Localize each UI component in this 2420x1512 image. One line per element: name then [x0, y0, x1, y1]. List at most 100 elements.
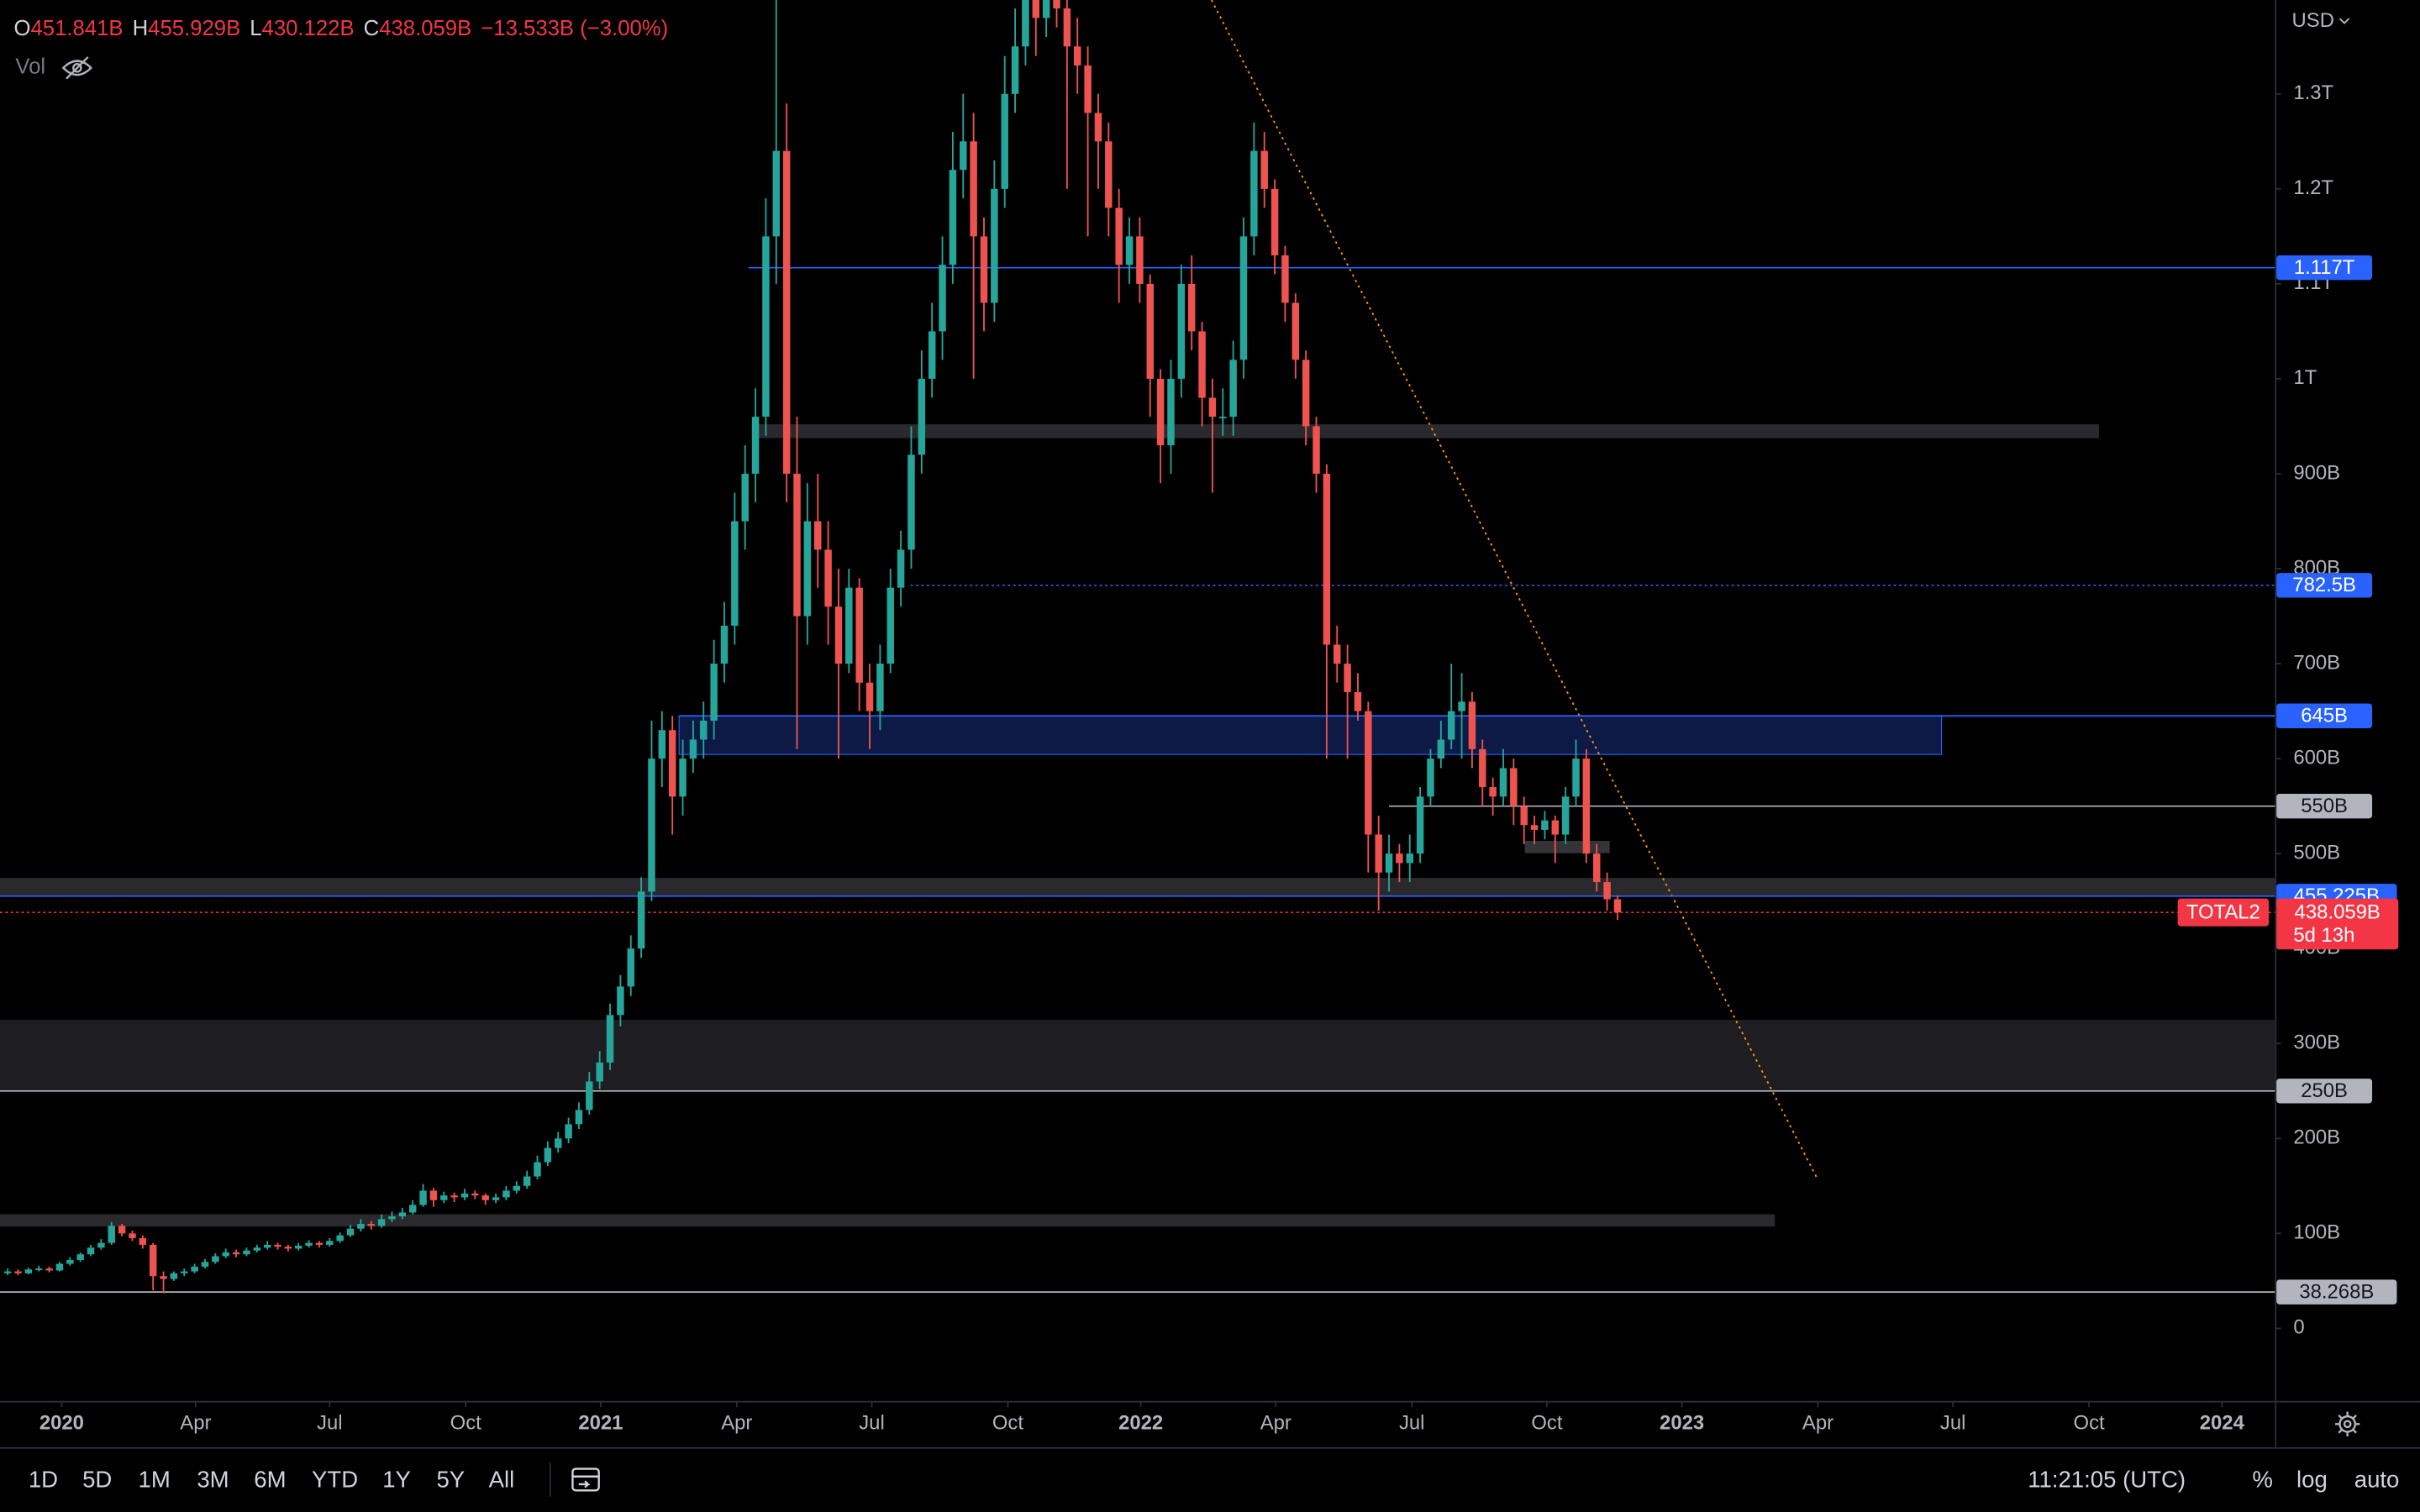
x-tick-label: 2022 — [1118, 1412, 1163, 1435]
log-toggle[interactable]: log — [2296, 1467, 2328, 1493]
calendar-icon[interactable] — [571, 1467, 600, 1492]
candle-body — [295, 1246, 302, 1249]
x-tick-label: Apr — [1260, 1412, 1292, 1435]
candle-body — [960, 141, 967, 171]
candle-body — [855, 587, 863, 683]
range-button[interactable]: 3M — [197, 1467, 229, 1493]
candle-body — [1229, 360, 1237, 417]
candle-body — [606, 1015, 614, 1063]
candle-body — [326, 1241, 334, 1245]
candle-body — [1001, 93, 1008, 189]
price-badge-label: 550B — [2301, 795, 2348, 817]
candle-body — [1375, 834, 1382, 873]
candle-body — [1344, 664, 1351, 692]
candle-body — [253, 1247, 261, 1251]
dropdown-icon[interactable] — [2338, 18, 2350, 24]
price-badge-label: 782.5B — [2292, 574, 2356, 596]
clock: 11:21:05 (UTC) — [2028, 1467, 2186, 1493]
auto-toggle[interactable]: auto — [2354, 1467, 2400, 1493]
x-tick-label: Jul — [1940, 1412, 1966, 1435]
candle-body — [1603, 882, 1611, 900]
price-badge — [2276, 793, 2373, 819]
x-tick-label: Apr — [1802, 1412, 1833, 1435]
candle-body — [1094, 113, 1102, 142]
x-tick-label: Jul — [317, 1412, 343, 1435]
price-badge-label: 1.117T — [2294, 256, 2355, 279]
last-price-badge — [2276, 898, 2399, 950]
range-button[interactable]: 6M — [254, 1467, 286, 1493]
price-badge — [2276, 1279, 2397, 1305]
percent-toggle[interactable]: % — [2252, 1467, 2273, 1493]
range-button[interactable]: 1D — [29, 1467, 58, 1493]
legend-key: L — [250, 17, 261, 40]
price-badge-label: 250B — [2301, 1079, 2348, 1102]
symbol-label: TOTAL2 — [2186, 900, 2260, 923]
candle-body — [1292, 302, 1300, 360]
legend-key: C — [364, 17, 380, 40]
candle-body — [1551, 820, 1560, 835]
x-tick-label: 2021 — [578, 1412, 623, 1435]
candle-body — [1561, 796, 1570, 835]
candle-body — [741, 473, 749, 522]
range-button[interactable]: YTD — [312, 1467, 358, 1493]
zone — [0, 1214, 1776, 1227]
settings-icon[interactable] — [2334, 1411, 2360, 1436]
range-button[interactable]: 1M — [139, 1467, 171, 1493]
candle-body — [55, 1263, 64, 1271]
candle-body — [627, 948, 634, 987]
legend-key: O — [14, 17, 31, 40]
range-button[interactable]: 5Y — [436, 1467, 465, 1493]
candle-body — [1136, 236, 1144, 284]
y-tick-label: 1.2T — [2293, 176, 2333, 199]
price-badge — [2276, 1079, 2373, 1104]
x-tick-label: 2023 — [1660, 1412, 1704, 1435]
legend-change: −13.533B (−3.00%) — [481, 17, 668, 40]
candle-body — [1437, 739, 1445, 759]
candle-body — [1063, 8, 1071, 47]
range-button[interactable]: All — [489, 1467, 515, 1493]
candle-body — [35, 1268, 43, 1271]
candle-body — [1281, 255, 1289, 303]
candle-body — [1074, 46, 1081, 66]
candle-body — [793, 473, 801, 617]
levels — [0, 266, 2275, 1293]
zone — [0, 1020, 2275, 1091]
candles — [3, 0, 1622, 1294]
candle-body — [918, 378, 926, 455]
candle-body — [1447, 711, 1455, 740]
candle-body — [586, 1081, 593, 1110]
candle-body — [440, 1195, 448, 1200]
hide-icon[interactable] — [61, 56, 93, 80]
candle-body — [720, 625, 729, 664]
candle-body — [408, 1205, 417, 1213]
candle-body — [284, 1247, 292, 1249]
candle-body — [1593, 853, 1601, 883]
zone — [756, 424, 2099, 438]
candle-body — [1530, 825, 1539, 830]
drawings — [0, 0, 2275, 1227]
ohlc-legend: O451.841B H455.929B L430.122B C438.059B −13.… — [14, 17, 668, 80]
candle-body — [1520, 806, 1528, 826]
candle-body — [222, 1252, 229, 1257]
candle-body — [87, 1247, 95, 1255]
candle-body — [450, 1195, 458, 1198]
candle-body — [565, 1124, 572, 1139]
candle-body — [76, 1254, 84, 1260]
currency[interactable]: USD — [2292, 9, 2334, 32]
symbol-badge — [2177, 898, 2269, 927]
y-tick-label: 200B — [2293, 1126, 2340, 1149]
candle-body — [1105, 141, 1113, 208]
candle-body — [523, 1176, 531, 1186]
candle-body — [762, 236, 770, 417]
candle-body — [710, 664, 718, 721]
range-button[interactable]: 5D — [82, 1467, 112, 1493]
candle-body — [1042, 0, 1050, 18]
y-tick-label: 700B — [2293, 651, 2340, 674]
range-button[interactable]: 1Y — [382, 1467, 411, 1493]
candle-body — [1125, 236, 1134, 265]
candle-body — [502, 1190, 510, 1198]
candle-body — [1613, 899, 1622, 913]
candle-body — [1468, 701, 1476, 749]
